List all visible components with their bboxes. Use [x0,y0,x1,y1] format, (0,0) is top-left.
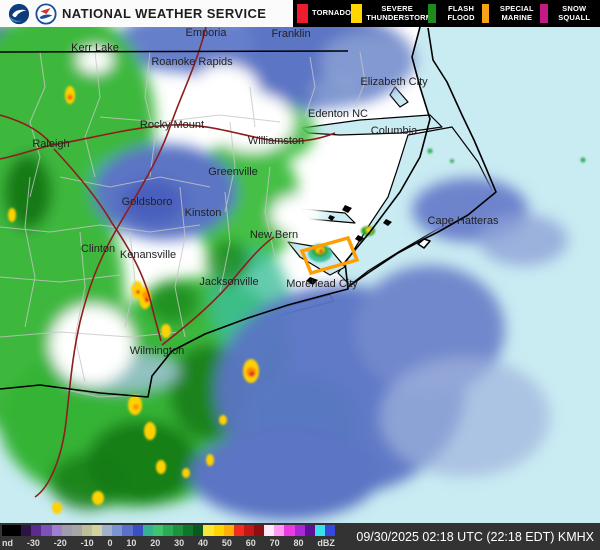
legend-item-flash-flood: FLASH FLOOD [428,4,482,23]
colorbar-segment [243,525,255,536]
status-bar: nd -30 -20 -10 0 10 20 30 40 50 60 70 80 dBZ 09/30/20… [0,523,600,550]
legend-swatch [481,4,490,23]
header-branding: NATIONAL WEATHER SERVICE [0,0,293,27]
noaa-logo [8,3,30,24]
colorbar-segment [162,525,174,536]
legend-label: TORNADO [312,8,352,18]
colorbar-segment [183,525,194,536]
colorbar-segment [41,525,52,536]
scale-label: 10 [126,537,137,548]
scale-colorbar [2,525,336,536]
colorbar-segment [213,525,224,536]
colorbar-segment [314,525,325,536]
timestamp: 09/30/2025 02:18 UTC (22:18 EDT) KMHX [356,530,594,544]
radar-map: Kerr Lake Emporia Franklin Roanoke Rapids El… [0,27,600,523]
colorbar-segment [284,525,295,536]
colorbar-segment [142,525,153,536]
scale-label: 0 [107,537,113,548]
colorbar-segment [233,525,244,536]
legend-swatch [428,4,437,23]
coastline [0,27,497,398]
colorbar-segment [223,525,234,536]
colorbar-segment [304,525,315,536]
state-border-line [0,50,349,53]
colorbar-segment [203,525,214,536]
colorbar-segment [81,525,93,536]
scale-label: 20 [150,537,161,548]
colorbar-segment [92,525,103,536]
colorbar-segment [102,525,113,536]
colorbar-segment [324,525,336,536]
colorbar-segment [173,525,184,536]
colorbar-segment [21,525,32,536]
legend-label: SNOW SQUALL [558,3,591,22]
storm-cells [8,86,586,514]
header-bar: NATIONAL WEATHER SERVICE TORNADO SEVERE T… [0,0,600,27]
colorbar-segment [2,525,22,536]
legend-swatch [351,4,363,23]
scale-labels: nd -30 -20 -10 0 10 20 30 40 50 60 70 80 dBZ [2,536,335,549]
scale-label: dBZ [317,537,335,548]
colorbar-segment [193,525,204,536]
scale-label: nd [2,537,13,548]
colorbar-segment [264,525,275,536]
scale-label: 50 [221,537,232,548]
scale-label: -20 [53,537,67,548]
legend-label: SEVERE THUNDERSTORM [366,3,433,22]
colorbar-segment [61,525,72,536]
colorbar-segment [254,525,265,536]
legend-item-special-marine: SPECIAL MARINE [481,3,540,23]
colorbar-segment [122,525,133,536]
legend-label: SPECIAL MARINE [499,3,534,22]
radar-map-image [0,27,600,523]
agency-title: NATIONAL WEATHER SERVICE [62,6,267,21]
colorbar-segment [274,525,285,536]
scale-label: -30 [26,537,40,548]
colorbar-segment [112,525,123,536]
marsh-islands [306,205,392,285]
special-marine-warning-polygon [299,235,360,276]
colorbar-segment [31,525,42,536]
legend-item-tornado: TORNADO [297,4,351,23]
scale-label: 40 [197,537,208,548]
colorbar-segment [132,525,143,536]
colorbar-segment [152,525,163,536]
legend-swatch [540,4,549,23]
colorbar-segment [51,525,62,536]
scale-label: 70 [269,537,280,548]
scale-label: -10 [80,537,94,548]
county-lines [0,51,366,398]
legend-swatch [297,4,308,23]
nws-logo [35,2,57,25]
legend-label: FLASH FLOOD [447,3,475,22]
scale-label: 80 [293,537,304,548]
scale-label: 60 [245,537,256,548]
colorbar-segment [294,525,305,536]
warning-legend: TORNADO SEVERE THUNDERSTORM FLASH FLOOD SPE… [293,0,600,27]
colorbar-segment [71,525,82,536]
legend-item-snow-squall: SNOW SQUALL [540,4,596,23]
legend-item-severe-thunderstorm: SEVERE THUNDERSTORM [351,3,433,23]
highways [0,27,336,498]
radar-echoes [0,27,586,520]
scale-label: 30 [174,537,185,548]
